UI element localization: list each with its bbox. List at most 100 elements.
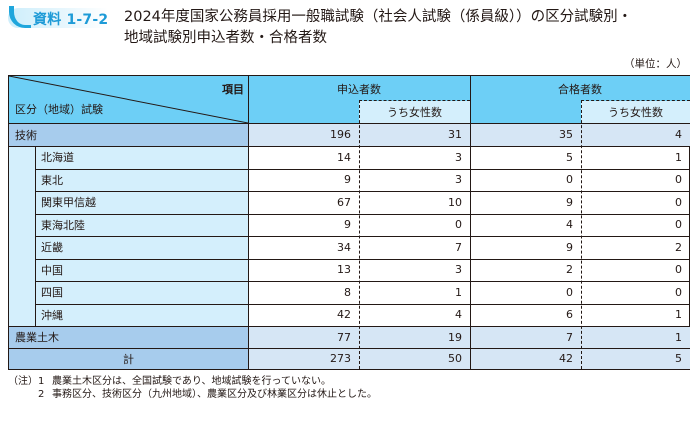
column-header-applicants: 申込者数 bbox=[337, 83, 381, 96]
cell-applicants: 42 bbox=[337, 308, 351, 322]
footnote-text: 農業土木区分は、全国試験であり、地域試験を行っていない。 bbox=[52, 376, 331, 387]
cell-passers-female: 4 bbox=[675, 128, 682, 141]
cell-passers: 6 bbox=[566, 308, 573, 322]
row-label: 技術 bbox=[15, 128, 37, 142]
cell-passers: 0 bbox=[566, 285, 573, 299]
divider bbox=[35, 303, 690, 305]
divider bbox=[35, 281, 690, 282]
cell-applicants-female: 50 bbox=[448, 352, 462, 365]
row-label: 四国 bbox=[41, 286, 63, 300]
cell-applicants-female: 1 bbox=[455, 285, 462, 299]
cell-applicants: 9 bbox=[344, 173, 351, 187]
cell-applicants-female: 3 bbox=[455, 150, 462, 164]
cell-passers: 35 bbox=[559, 128, 573, 141]
cell-applicants: 34 bbox=[337, 240, 351, 254]
divider bbox=[470, 76, 471, 369]
cell-applicants-female: 7 bbox=[455, 240, 462, 254]
divider bbox=[9, 146, 690, 147]
cell-applicants: 77 bbox=[337, 330, 351, 344]
row-bg-category-values bbox=[248, 123, 690, 146]
divider bbox=[581, 100, 582, 369]
footnote-1: （注） 1 農業土木区分は、全国試験であり、地域試験を行っていない。 bbox=[8, 375, 377, 388]
cell-applicants-female: 3 bbox=[455, 173, 462, 187]
cell-applicants-female: 10 bbox=[448, 195, 462, 209]
cell-passers: 9 bbox=[566, 240, 573, 254]
cell-applicants-female: 4 bbox=[455, 308, 462, 322]
cell-applicants: 9 bbox=[344, 218, 351, 232]
divider bbox=[35, 191, 690, 192]
cell-applicants: 273 bbox=[330, 352, 351, 365]
row-bg-total-label bbox=[9, 348, 248, 369]
footnote-2: 2 事務区分、技術区分（九州地域）、農業区分及び林業区分は休止とした。 bbox=[8, 388, 377, 401]
cell-passers: 42 bbox=[559, 352, 573, 365]
column-header-passers: 合格者数 bbox=[558, 83, 602, 96]
cell-passers-female: 0 bbox=[675, 285, 682, 299]
title-line-1: 2024年度国家公務員採用一般職試験（社会人試験（係員級））の区分試験別・ bbox=[124, 9, 633, 25]
title-line-2: 地域試験別申込者数・合格者数 bbox=[124, 30, 327, 46]
cell-passers-female: 2 bbox=[675, 240, 682, 254]
corner-label-category: 区分（地域）試験 bbox=[15, 103, 103, 116]
cell-passers: 2 bbox=[566, 263, 573, 277]
figure-badge bbox=[8, 8, 108, 28]
divider bbox=[581, 100, 690, 101]
row-label: 計 bbox=[123, 352, 134, 366]
footnotes: （注） 1 農業土木区分は、全国試験であり、地域試験を行っていない。 2 事務区… bbox=[8, 375, 377, 401]
column-header-passers-female: うち女性数 bbox=[608, 106, 663, 119]
footnote-number: 2 bbox=[38, 389, 45, 400]
row-label: 東海北陸 bbox=[41, 218, 85, 232]
cell-applicants: 196 bbox=[330, 128, 351, 141]
figure-number: 資料 1-7-2 bbox=[33, 12, 109, 28]
row-label: 沖縄 bbox=[41, 308, 63, 322]
page-title: 2024年度国家公務員採用一般職試験（社会人試験（係員級））の区分試験別・ 地域… bbox=[124, 7, 632, 49]
divider bbox=[35, 236, 690, 237]
badge-swoosh-icon bbox=[9, 6, 31, 28]
data-table: 項目 区分（地域）試験 申込者数 うち女性数 合格者数 うち女性数 技術 196… bbox=[8, 75, 690, 370]
unit-label: （単位：人） bbox=[624, 58, 687, 70]
cell-passers-female: 0 bbox=[675, 173, 682, 187]
cell-applicants-female: 0 bbox=[455, 218, 462, 232]
row-bg-category-values bbox=[248, 326, 690, 348]
cell-passers-female: 1 bbox=[675, 308, 682, 322]
divider bbox=[35, 168, 690, 170]
row-label: 関東甲信越 bbox=[41, 196, 96, 210]
footnote-number: 1 bbox=[38, 376, 45, 387]
corner-diagonal bbox=[9, 76, 248, 123]
cell-applicants-female: 31 bbox=[448, 128, 462, 141]
cell-applicants: 67 bbox=[337, 195, 351, 209]
corner-label-item: 項目 bbox=[222, 83, 244, 96]
cell-applicants: 8 bbox=[344, 285, 351, 299]
row-label: 東北 bbox=[41, 173, 63, 187]
cell-passers-female: 5 bbox=[675, 352, 682, 365]
divider bbox=[248, 76, 249, 369]
cell-passers: 0 bbox=[566, 173, 573, 187]
divider bbox=[35, 258, 690, 260]
divider bbox=[35, 213, 690, 215]
row-bg-total-values bbox=[248, 348, 690, 369]
cell-passers: 7 bbox=[566, 330, 573, 344]
divider bbox=[35, 146, 36, 326]
cell-passers-female: 1 bbox=[675, 150, 682, 164]
cell-applicants: 13 bbox=[337, 263, 351, 277]
column-header-applicants-female: うち女性数 bbox=[387, 106, 442, 119]
divider bbox=[359, 100, 360, 369]
row-label: 農業土木 bbox=[15, 331, 59, 344]
row-label: 近畿 bbox=[41, 241, 63, 255]
footnote-text: 事務区分、技術区分（九州地域）、農業区分及び林業区分は休止とした。 bbox=[52, 389, 377, 400]
divider bbox=[9, 348, 690, 349]
cell-passers-female: 0 bbox=[675, 263, 682, 277]
footnote-indent bbox=[8, 388, 38, 401]
cell-passers: 9 bbox=[566, 195, 573, 209]
cell-passers-female: 0 bbox=[675, 195, 682, 209]
subheader-passers-female-bg bbox=[581, 101, 690, 123]
divider bbox=[9, 326, 690, 327]
cell-passers: 5 bbox=[566, 150, 573, 164]
footnote-prefix: （注） bbox=[8, 376, 38, 387]
cell-applicants-female: 19 bbox=[448, 330, 462, 344]
cell-applicants-female: 3 bbox=[455, 263, 462, 277]
divider bbox=[359, 100, 470, 101]
row-label: 北海道 bbox=[41, 151, 74, 165]
row-bg-category-label bbox=[9, 326, 248, 348]
row-label: 中国 bbox=[41, 263, 63, 277]
divider bbox=[9, 123, 690, 124]
cell-applicants: 14 bbox=[337, 150, 351, 164]
